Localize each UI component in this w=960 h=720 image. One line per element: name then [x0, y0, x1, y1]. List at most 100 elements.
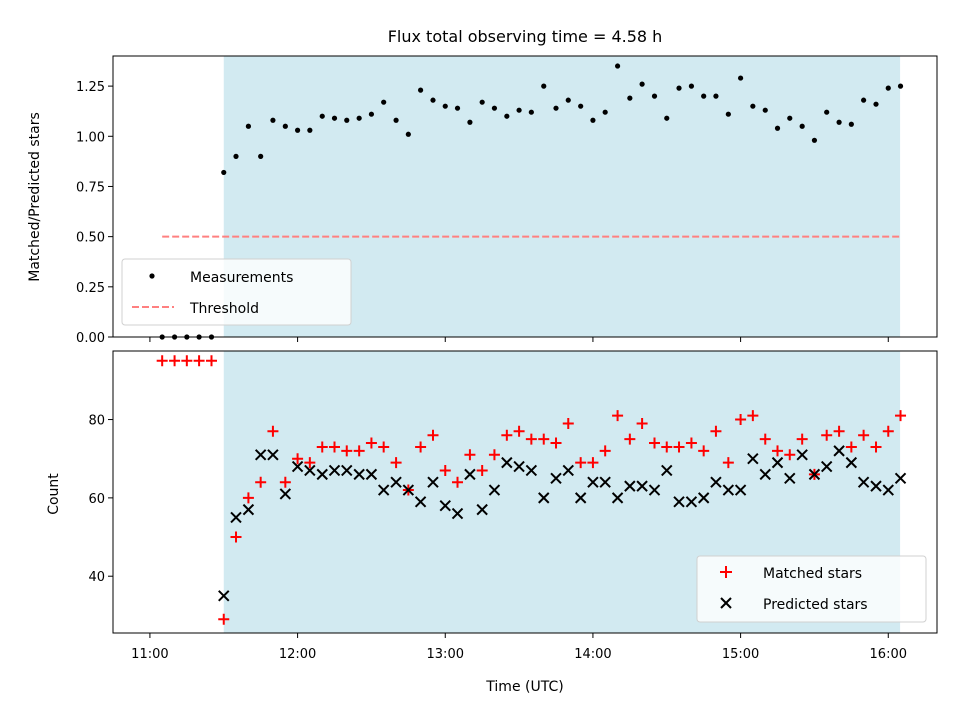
matched-star-point: [895, 410, 907, 422]
predicted-star-point: [279, 488, 292, 500]
matched-star-point: [378, 441, 390, 453]
legend-bottom: Matched stars Predicted stars: [696, 555, 927, 623]
matched-star-point: [156, 355, 168, 367]
predicted-star-point: [377, 484, 390, 496]
matched-star-point: [230, 531, 242, 543]
x-axis-label: Time (UTC): [485, 679, 563, 695]
predicted-star-point: [304, 464, 316, 477]
predicted-star-point: [341, 464, 353, 477]
legend-predicted-label: Predicted stars: [763, 597, 868, 613]
matched-star-point: [636, 417, 648, 429]
matched-star-point: [796, 433, 808, 445]
predicted-star-point: [857, 476, 870, 488]
matched-star-point: [501, 429, 513, 441]
measurement-point: [897, 83, 904, 89]
predicted-star-point: [624, 480, 636, 492]
matched-star-point: [464, 449, 476, 461]
predicted-star-point: [747, 453, 759, 465]
measurement-point: [799, 123, 805, 129]
matched-star-point: [242, 492, 254, 504]
measurement-point: [479, 99, 485, 105]
matched-star-point: [735, 414, 747, 426]
bottom-y-tick-label: 60: [88, 492, 105, 507]
legend-matched-label: Matched stars: [763, 566, 862, 582]
matched-star-point: [452, 476, 464, 488]
bottom-y-axis-label: Count: [46, 473, 62, 515]
predicted-star-point: [710, 476, 722, 488]
predicted-star-point: [685, 496, 698, 508]
matched-star-point: [649, 437, 661, 449]
matched-star-point: [513, 425, 525, 437]
predicted-star-point: [439, 500, 451, 512]
measurement-point: [258, 153, 264, 159]
measurement-point: [381, 99, 387, 105]
x-tick-label: 14:00: [574, 647, 611, 662]
top-y-tick-label: 0.25: [76, 281, 105, 296]
measurement-point: [590, 117, 596, 123]
matched-star-point: [353, 445, 365, 457]
matched-star-point: [673, 441, 685, 453]
top-y-axis-label: Matched/Predicted stars: [27, 112, 43, 282]
measurement-point: [713, 93, 719, 99]
measurement-point: [504, 113, 510, 119]
matched-star-point: [845, 441, 857, 453]
measurement-point: [454, 105, 461, 111]
measurement-point: [602, 109, 608, 115]
legend-top-box: [121, 258, 352, 326]
predicted-star-point: [464, 468, 476, 481]
matched-star-point: [292, 453, 304, 465]
chart-title: Flux total observing time = 4.58 h: [388, 27, 663, 46]
predicted-star-point: [673, 496, 685, 508]
x-tick-label: 12:00: [279, 647, 316, 662]
matched-star-point: [181, 355, 193, 367]
measurement-point: [639, 81, 645, 87]
matched-star-point: [599, 445, 611, 457]
measurement-point: [245, 123, 252, 129]
measurement-point: [405, 131, 411, 137]
matched-star-point: [698, 445, 710, 457]
matched-star-point: [612, 410, 624, 422]
legend-top: Measurements Threshold: [121, 258, 352, 326]
matched-star-point: [550, 437, 562, 449]
matched-star-point: [759, 433, 771, 445]
predicted-star-point: [267, 449, 279, 461]
measurement-point: [824, 109, 830, 115]
predicted-star-point: [820, 460, 833, 473]
matched-star-point: [439, 464, 451, 476]
matched-star-point: [747, 410, 759, 422]
matched-star-point: [562, 417, 574, 429]
x-tick-label: 11:00: [131, 647, 168, 662]
measurement-point: [873, 101, 879, 107]
predicted-star-point: [882, 484, 894, 496]
top-y-tick-label: 0.75: [76, 180, 105, 195]
matched-star-point: [575, 457, 587, 469]
measurement-point: [417, 87, 424, 93]
legend-measurements-marker: [149, 273, 155, 279]
measurement-point: [528, 109, 534, 115]
matched-star-point: [169, 355, 181, 367]
matched-star-point: [685, 437, 697, 449]
matched-star-point: [722, 457, 734, 469]
measurement-point: [774, 125, 781, 131]
measurement-point: [651, 93, 658, 99]
measurement-point: [848, 121, 854, 127]
predicted-star-point: [402, 484, 415, 496]
measurement-point: [811, 137, 818, 143]
predicted-star-point: [242, 503, 255, 516]
measurement-point: [725, 111, 731, 117]
measurement-point: [270, 117, 276, 123]
matched-star-point: [267, 425, 279, 437]
predicted-star-point: [488, 484, 501, 496]
measurement-point: [294, 127, 301, 133]
measurement-point: [885, 85, 891, 91]
matched-star-point: [255, 476, 267, 488]
measurement-point: [701, 93, 707, 99]
predicted-star-point: [722, 484, 735, 496]
measurement-point: [233, 153, 239, 159]
measurement-point: [627, 95, 633, 101]
matched-star-point: [784, 449, 796, 461]
measurement-point: [442, 103, 448, 109]
measurement-point: [676, 85, 682, 91]
predicted-star-point: [476, 503, 488, 516]
